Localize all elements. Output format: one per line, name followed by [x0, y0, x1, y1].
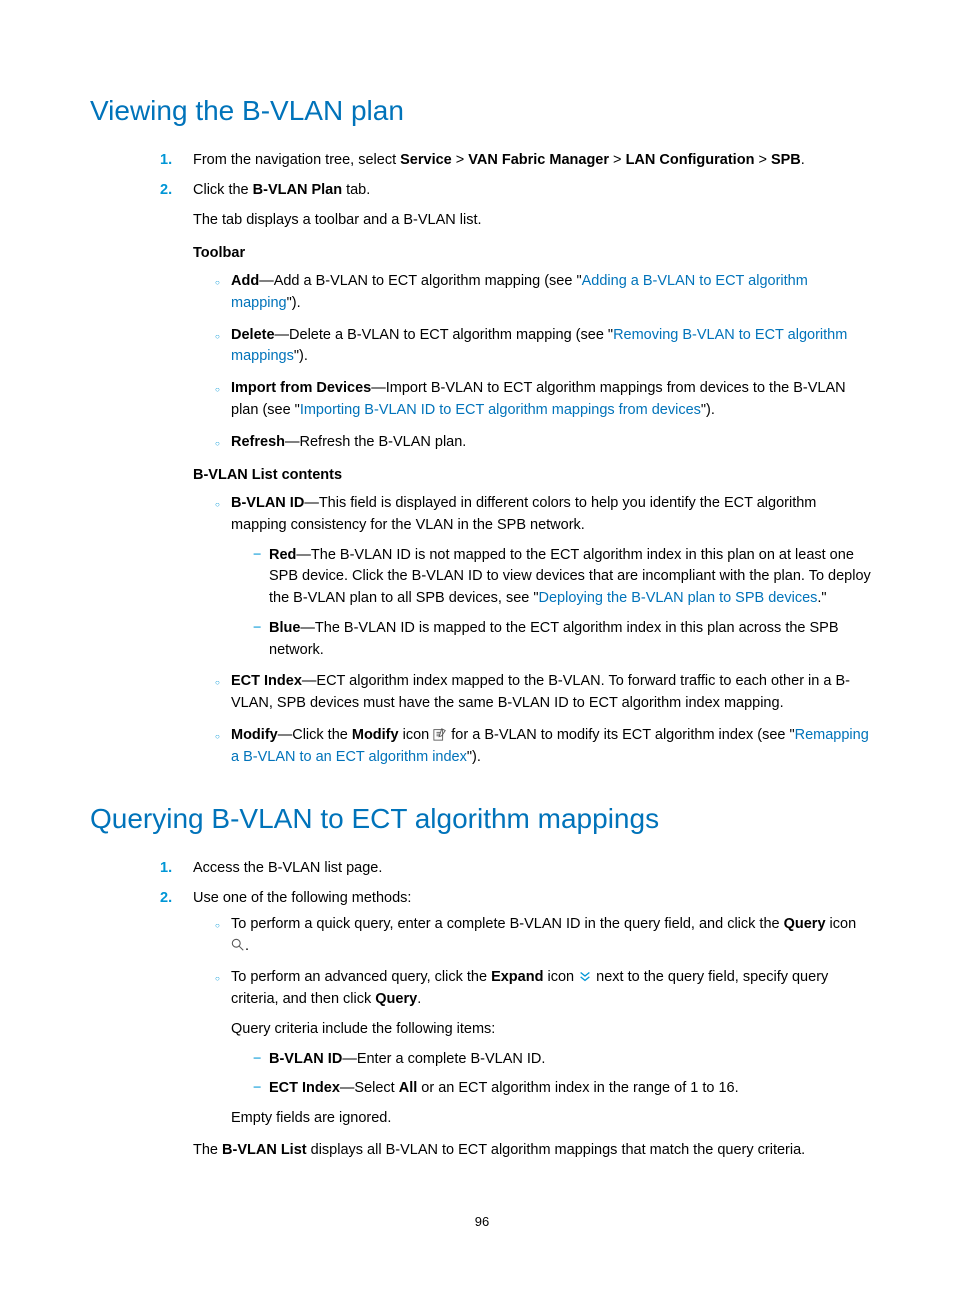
bvlan-plan-tab-label: B-VLAN Plan — [253, 182, 342, 198]
query-criteria: B-VLAN ID—Enter a complete B-VLAN ID. EC… — [231, 1049, 874, 1101]
nav-service: Service — [400, 152, 452, 168]
text: To perform an advanced query, click the — [231, 969, 491, 985]
result-description: The B-VLAN List displays all B-VLAN to E… — [193, 1140, 874, 1162]
sep: > — [609, 152, 626, 168]
toolbar-label: Toolbar — [193, 243, 874, 265]
page-number: 96 — [90, 1212, 874, 1232]
step-text: From the navigation tree, select — [193, 152, 400, 168]
bvlan-list-contents: B-VLAN ID—This field is displayed in dif… — [193, 493, 874, 768]
search-icon — [231, 938, 245, 952]
step-text: Access the B-VLAN list page. — [193, 860, 382, 876]
heading-viewing-bvlan-plan: Viewing the B-VLAN plan — [90, 90, 874, 132]
text: —Refresh the B-VLAN plan. — [285, 434, 466, 450]
red-label: Red — [269, 547, 296, 563]
link-deploying-bvlan-plan[interactable]: Deploying the B-VLAN plan to SPB devices — [539, 590, 818, 606]
text: "). — [701, 402, 715, 418]
toolbar-add: Add—Add a B-VLAN to ECT algorithm mappin… — [215, 271, 874, 315]
text: —Delete a B-VLAN to ECT algorithm mappin… — [275, 327, 614, 343]
step-text: Click the — [193, 182, 253, 198]
step-number: 1. — [160, 150, 172, 172]
item-modify: Modify—Click the Modify icon for a B-VLA… — [215, 725, 874, 769]
bvlan-id-colors: Red—The B-VLAN ID is not mapped to the E… — [231, 545, 874, 662]
blue-label: Blue — [269, 620, 300, 636]
query-methods: To perform a quick query, enter a comple… — [193, 914, 874, 1130]
text: —Select — [340, 1080, 399, 1096]
text: "). — [294, 348, 308, 364]
query-step-1: 1. Access the B-VLAN list page. — [160, 858, 874, 880]
item-red: Red—The B-VLAN ID is not mapped to the E… — [253, 545, 874, 610]
text: —This field is displayed in different co… — [231, 495, 816, 533]
modify-icon — [433, 727, 447, 741]
viewing-steps: 1. From the navigation tree, select Serv… — [90, 150, 874, 768]
bvlan-id-criteria-label: B-VLAN ID — [269, 1051, 342, 1067]
text: "). — [467, 749, 481, 765]
step-number: 2. — [160, 888, 172, 910]
query-label: Query — [784, 916, 826, 932]
link-importing-bvlan-ect-from-devices[interactable]: Importing B-VLAN ID to ECT algorithm map… — [300, 402, 701, 418]
item-ect-index: ECT Index—ECT algorithm index mapped to … — [215, 671, 874, 715]
toolbar-refresh: Refresh—Refresh the B-VLAN plan. — [215, 432, 874, 454]
expand-icon — [578, 969, 592, 983]
expand-label: Expand — [491, 969, 543, 985]
nav-van-fabric-manager: VAN Fabric Manager — [468, 152, 609, 168]
item-bvlan-id: B-VLAN ID—This field is displayed in dif… — [215, 493, 874, 661]
bvlan-list-contents-label: B-VLAN List contents — [193, 465, 874, 487]
text: To perform a quick query, enter a comple… — [231, 916, 784, 932]
sep: > — [452, 152, 469, 168]
text: displays all B-VLAN to ECT algorithm map… — [307, 1142, 806, 1158]
add-label: Add — [231, 273, 259, 289]
text: or an ECT algorithm index in the range o… — [417, 1080, 738, 1096]
toolbar-delete: Delete—Delete a B-VLAN to ECT algorithm … — [215, 325, 874, 369]
advanced-query: To perform an advanced query, click the … — [215, 967, 874, 1130]
ect-index-label: ECT Index — [231, 673, 302, 689]
text: for a B-VLAN to modify its ECT algorithm… — [451, 727, 794, 743]
item-blue: Blue—The B-VLAN ID is mapped to the ECT … — [253, 618, 874, 662]
step-2: 2. Click the B-VLAN Plan tab. The tab di… — [160, 180, 874, 769]
toolbar-import: Import from Devices—Import B-VLAN to ECT… — [215, 378, 874, 422]
modify-label: Modify — [231, 727, 278, 743]
text: "). — [287, 295, 301, 311]
step-number: 2. — [160, 180, 172, 202]
text: icon — [826, 916, 857, 932]
nav-spb: SPB — [771, 152, 801, 168]
toolbar-list: Add—Add a B-VLAN to ECT algorithm mappin… — [193, 271, 874, 453]
step-number: 1. — [160, 858, 172, 880]
quick-query: To perform a quick query, enter a comple… — [215, 914, 874, 958]
step-1: 1. From the navigation tree, select Serv… — [160, 150, 874, 172]
text: . — [417, 991, 421, 1007]
query-button-label: Query — [375, 991, 417, 1007]
query-step-2: 2. Use one of the following methods: To … — [160, 888, 874, 1162]
nav-lan-configuration: LAN Configuration — [626, 152, 755, 168]
import-label: Import from Devices — [231, 380, 371, 396]
text: icon — [399, 727, 434, 743]
querying-steps: 1. Access the B-VLAN list page. 2. Use o… — [90, 858, 874, 1161]
text: ." — [817, 590, 826, 606]
text: . — [245, 938, 249, 954]
ect-index-criteria-label: ECT Index — [269, 1080, 340, 1096]
text: —Add a B-VLAN to ECT algorithm mapping (… — [259, 273, 581, 289]
heading-querying-bvlan-ect-mappings: Querying B-VLAN to ECT algorithm mapping… — [90, 798, 874, 840]
text: The — [193, 1142, 222, 1158]
criteria-bvlan-id: B-VLAN ID—Enter a complete B-VLAN ID. — [253, 1049, 874, 1071]
text: icon — [543, 969, 578, 985]
delete-label: Delete — [231, 327, 275, 343]
bvlan-list-label: B-VLAN List — [222, 1142, 307, 1158]
text: —Enter a complete B-VLAN ID. — [342, 1051, 545, 1067]
text: —The B-VLAN ID is mapped to the ECT algo… — [269, 620, 839, 658]
criteria-ect-index: ECT Index—Select All or an ECT algorithm… — [253, 1078, 874, 1100]
step-text: tab. — [342, 182, 370, 198]
modify-label-inline: Modify — [352, 727, 399, 743]
all-label: All — [399, 1080, 418, 1096]
empty-fields-note: Empty fields are ignored. — [231, 1108, 874, 1130]
criteria-intro: Query criteria include the following ite… — [231, 1019, 874, 1041]
tail: . — [801, 152, 805, 168]
tab-description: The tab displays a toolbar and a B-VLAN … — [193, 210, 874, 232]
bvlan-id-label: B-VLAN ID — [231, 495, 304, 511]
refresh-label: Refresh — [231, 434, 285, 450]
text: —ECT algorithm index mapped to the B-VLA… — [231, 673, 850, 711]
step-text: Use one of the following methods: — [193, 890, 411, 906]
sep: > — [754, 152, 771, 168]
text: —Click the — [278, 727, 352, 743]
